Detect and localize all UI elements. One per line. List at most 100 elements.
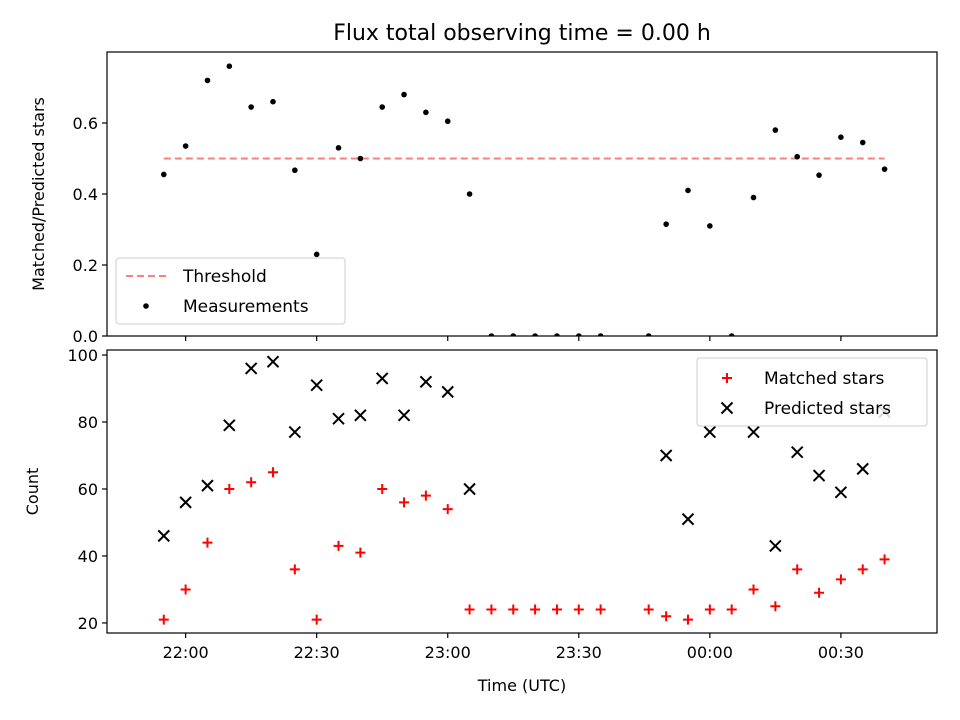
measurement-point	[270, 98, 276, 105]
predicted-point	[288, 425, 302, 439]
legend-matched-swatch	[722, 373, 732, 383]
predicted-point	[834, 486, 848, 499]
measurement-point	[444, 118, 451, 125]
predicted-point	[419, 375, 433, 389]
matched-point	[377, 483, 388, 494]
measurement-point	[685, 187, 691, 194]
matched-point	[857, 564, 868, 575]
predicted-point	[376, 372, 389, 385]
predicted-point	[441, 385, 454, 399]
measurement-point	[532, 333, 538, 336]
measurement-point	[816, 172, 822, 178]
measurement-point	[292, 167, 298, 174]
ratio-plot: 0.0 0.2 0.4 0.6 Matched/Predicted stars Thres…	[29, 51, 938, 346]
y-tick-label: 0.0	[73, 327, 98, 346]
matched-point	[224, 483, 235, 494]
matched-point	[704, 604, 715, 615]
legend-measurement-swatch	[143, 303, 149, 309]
measurement-point	[313, 251, 320, 258]
matched-point	[268, 467, 278, 478]
matched-point	[158, 614, 169, 625]
data-layer	[157, 355, 891, 625]
predicted-point	[791, 445, 804, 459]
matched-point	[530, 604, 541, 615]
measurement-point	[750, 194, 757, 201]
measurement-point	[204, 77, 211, 84]
legend-box	[696, 357, 928, 427]
predicted-point	[681, 512, 695, 526]
predicted-point	[812, 469, 826, 482]
predicted-point	[354, 409, 367, 422]
matched-point	[792, 564, 803, 575]
matched-point	[770, 601, 781, 612]
axes-frame	[106, 349, 938, 634]
figure-title: Flux total observing time = 0.00 h	[333, 21, 711, 46]
y-axis-label: Count	[23, 468, 42, 516]
predicted-point	[266, 355, 280, 368]
matched-point	[643, 604, 654, 615]
y-tick-label: 0.4	[73, 185, 98, 204]
legend-predicted-label: Predicted stars	[764, 399, 891, 419]
matched-point	[835, 574, 846, 585]
x-tick-label: 00:00	[687, 643, 733, 662]
measurement-point	[401, 91, 407, 98]
y-axis-label: Matched/Predicted stars	[29, 97, 48, 291]
matched-point	[202, 537, 213, 548]
predicted-point	[397, 409, 411, 422]
matched-point	[726, 604, 737, 615]
matched-point	[683, 614, 693, 625]
matched-point	[573, 604, 584, 615]
legend-box	[115, 257, 346, 325]
data-layer	[160, 63, 888, 336]
legend-measurement-label: Measurements	[183, 297, 309, 317]
matched-point	[311, 614, 322, 625]
x-tick-label: 00:30	[818, 643, 864, 662]
y-tick-label: 20	[78, 614, 98, 633]
matched-point	[180, 584, 191, 595]
matched-point	[442, 504, 453, 515]
legend: Matched stars Predicted stars	[696, 357, 928, 427]
measurement-point	[335, 145, 342, 151]
measurement-point	[466, 191, 473, 197]
y-tick-label: 60	[78, 480, 98, 499]
x-tick-label: 22:30	[294, 643, 340, 662]
measurement-point	[838, 134, 844, 140]
predicted-point	[179, 496, 192, 509]
matched-point	[333, 540, 344, 551]
x-tick-label: 22:00	[163, 643, 209, 662]
predicted-point	[856, 462, 869, 476]
legend: Threshold Measurements	[115, 257, 346, 325]
x-tick-label: 23:00	[425, 643, 471, 662]
matched-point	[814, 587, 825, 598]
measurement-point	[357, 155, 364, 162]
legend-predicted-swatch	[720, 401, 734, 415]
predicted-point	[244, 362, 258, 375]
matched-point	[246, 477, 257, 488]
y-tick-label: 40	[78, 547, 98, 566]
measurement-point	[881, 166, 888, 172]
measurement-point	[379, 104, 386, 110]
predicted-point	[310, 378, 323, 392]
measurement-point	[160, 171, 167, 178]
predicted-point	[703, 425, 717, 439]
measurement-point	[859, 139, 866, 146]
predicted-point	[659, 449, 673, 462]
predicted-point	[223, 419, 236, 432]
measurement-point	[554, 333, 560, 336]
matched-point	[879, 554, 890, 565]
measurement-point	[510, 333, 517, 336]
count-plot: 20 40 60 80 100 22:00 22:30 23:00 23:30 00:00 00:3…	[23, 346, 938, 695]
x-axis-label: Time (UTC)	[477, 676, 566, 695]
matched-point	[551, 604, 562, 615]
predicted-point	[747, 425, 760, 439]
measurement-point	[772, 127, 779, 133]
measurement-point	[728, 333, 735, 336]
measurement-point	[182, 143, 189, 149]
legend-matched-label: Matched stars	[764, 369, 884, 389]
predicted-point	[201, 479, 214, 492]
matched-point	[289, 564, 300, 575]
measurement-point	[597, 333, 604, 336]
legend-threshold-label: Threshold	[182, 267, 267, 287]
matched-point	[464, 604, 475, 615]
